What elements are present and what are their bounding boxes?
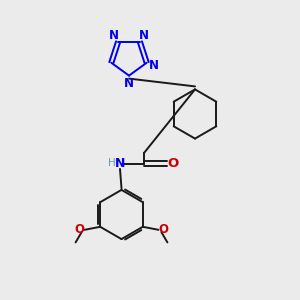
Text: N: N <box>124 76 134 90</box>
Text: O: O <box>167 157 178 170</box>
Text: O: O <box>158 223 169 236</box>
Text: N: N <box>109 29 119 42</box>
Text: N: N <box>139 29 149 42</box>
Text: H: H <box>108 158 116 169</box>
Text: N: N <box>149 58 159 72</box>
Text: N: N <box>115 157 125 170</box>
Text: O: O <box>74 223 85 236</box>
